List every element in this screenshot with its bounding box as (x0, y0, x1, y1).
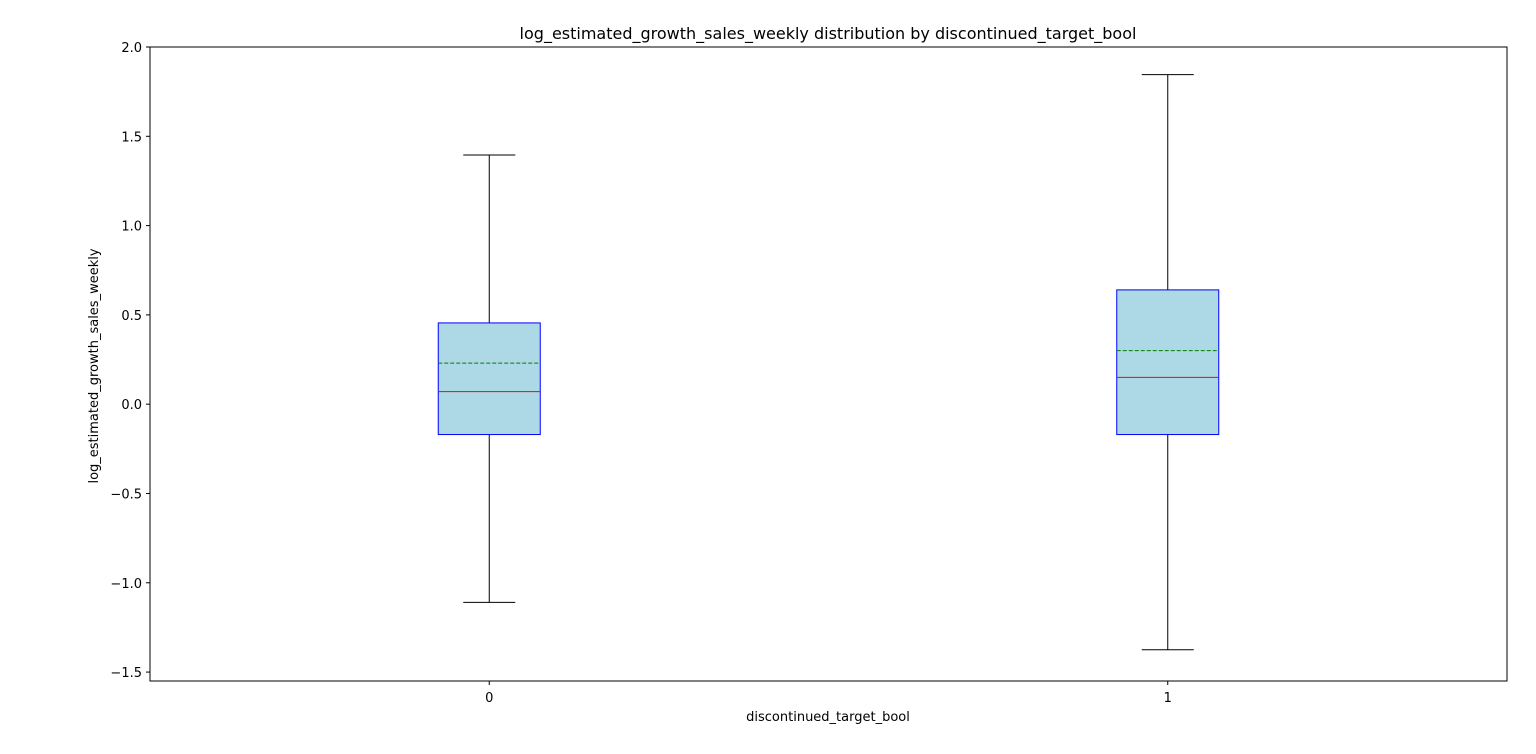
y-tick-label: 0.5 (121, 309, 142, 324)
y-tick-label: 1.0 (121, 220, 142, 235)
iqr-box (437, 322, 541, 436)
plot-area: −1.5 −1.0 −0.5 0.0 0.5 1.0 1.5 2.0 0 1 (110, 41, 1508, 706)
y-tick-label: −0.5 (110, 487, 142, 502)
y-tick-label: −1.0 (110, 577, 142, 592)
y-tick-label: −1.5 (110, 666, 142, 681)
iqr-box (1116, 289, 1220, 436)
box-0 (437, 154, 541, 603)
y-tick-label: 2.0 (121, 41, 142, 56)
x-axis-title: discontinued_target_bool (746, 710, 910, 725)
y-axis-title: log_estimated_growth_sales_weekly (87, 248, 102, 483)
plot-frame (149, 46, 1508, 682)
x-tick-label: 0 (485, 691, 493, 706)
x-tick-label: 1 (1164, 691, 1172, 706)
y-tick-label: 1.5 (121, 130, 142, 145)
chart-title: log_estimated_growth_sales_weekly distri… (520, 24, 1137, 44)
box-1 (1116, 74, 1220, 651)
y-tick-label: 0.0 (121, 398, 142, 413)
